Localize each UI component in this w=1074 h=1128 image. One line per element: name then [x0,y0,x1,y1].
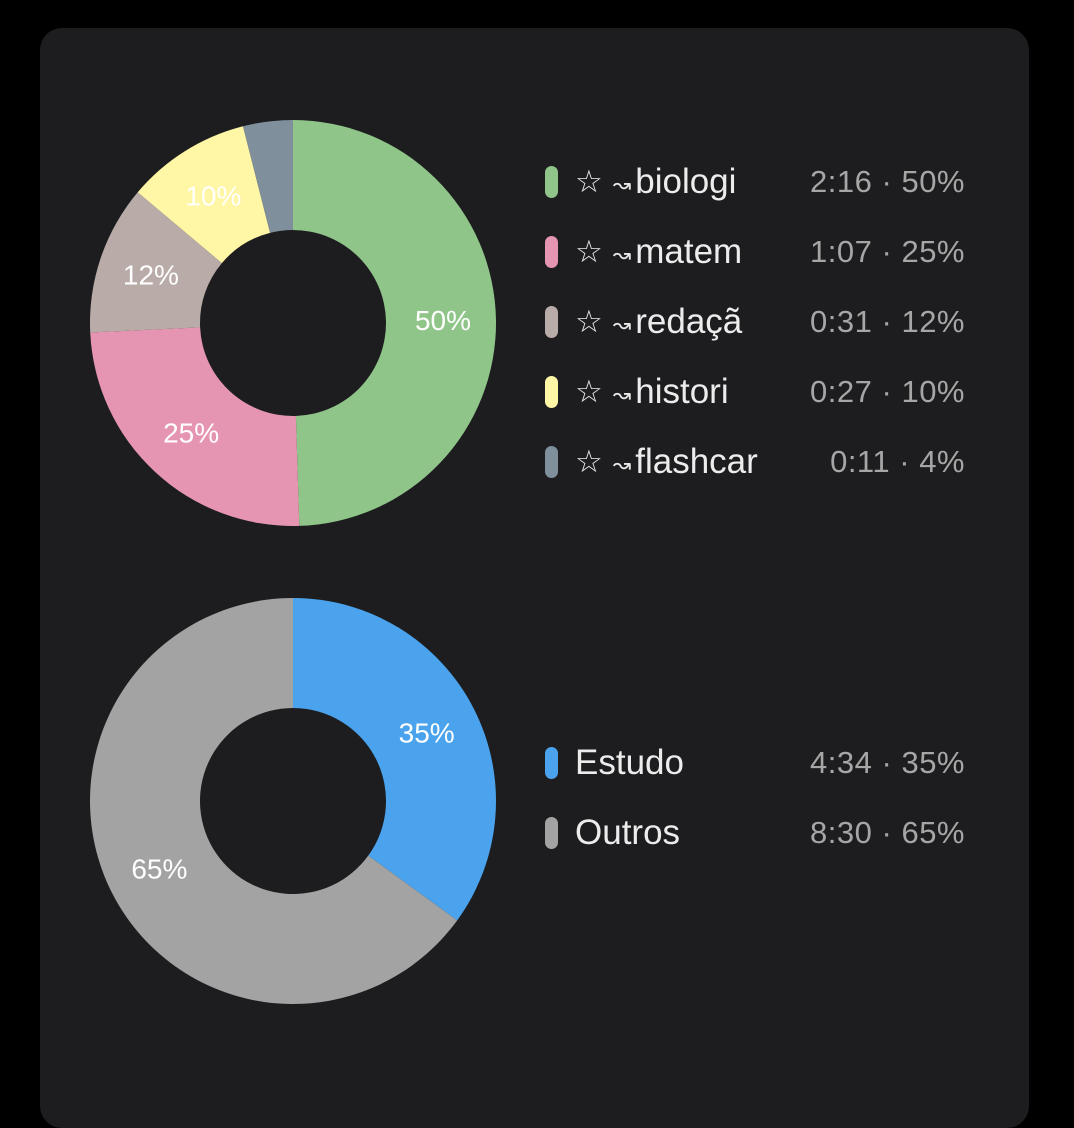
tilde-icon: ↝ [612,173,632,198]
legend-label: redaçã [635,302,743,341]
legend-label: Outros [575,813,681,852]
legend-value: 0:27 · 10% [810,374,965,410]
legend-swatch [545,446,558,478]
legend-duration: 2:16 [810,164,873,199]
slice-label-redaçã: 12% [123,259,179,290]
star-icon: ☆ [575,373,603,410]
star-icon: ☆ [575,303,603,340]
slice-label-outros: 65% [131,854,187,885]
tilde-icon: ↝ [612,313,632,338]
star-icon: ☆ [575,443,603,480]
legend-swatch [545,236,558,268]
legend-label: flashcar [635,442,758,481]
legend-swatch [545,306,558,338]
legend-label: matem [635,232,743,271]
legend-duration: 0:27 [810,374,873,409]
activity-donut: 35% 65% [89,598,496,1004]
star-icon: ☆ [575,233,603,270]
legend-separator: · [872,815,902,850]
legend-item-histori[interactable]: ☆ ↝ histori 0:27 · 10% [545,357,985,427]
legend-duration: 0:11 [830,444,891,479]
slice-matem[interactable] [90,327,300,526]
legend-item-matem[interactable]: ☆ ↝ matem 1:07 · 25% [545,217,985,287]
legend-value: 8:30 · 65% [810,815,965,851]
legend-duration: 4:34 [810,745,873,780]
legend-percent: 10% [901,374,965,409]
slice-estudo[interactable] [293,598,496,921]
legend-separator: · [872,234,902,269]
slice-biologi[interactable] [293,120,497,526]
legend-label: biologi [635,162,737,201]
legend-separator: · [872,745,902,780]
legend-separator: · [872,374,902,409]
legend-swatch [545,166,558,198]
subjects-donut: 50% 25% 12% 10% [90,120,497,526]
legend-percent: 4% [919,444,965,479]
slice-label-histori: 10% [185,180,241,211]
legend-item-flashcar[interactable]: ☆ ↝ flashcar 0:11 · 4% [545,427,985,497]
legend-value: 0:11 · 4% [830,444,965,480]
slice-label-estudo: 35% [399,717,455,748]
legend-value: 4:34 · 35% [810,745,965,781]
slice-label-matem: 25% [163,418,219,449]
star-icon: ☆ [575,163,603,200]
legend-percent: 50% [901,164,965,199]
legend-percent: 35% [901,745,965,780]
legend-percent: 12% [901,304,965,339]
legend-separator: · [872,164,902,199]
slice-label-biologi: 50% [415,305,471,336]
activity-chart: 35% 65% Estudo 4:34 · 35% Outros 8:30 · 65% [40,596,1029,1016]
legend-item-redaçã[interactable]: ☆ ↝ redaçã 0:31 · 12% [545,287,985,357]
legend-percent: 65% [901,815,965,850]
legend-label: Estudo [575,743,684,782]
legend-swatch [545,376,558,408]
tilde-icon: ↝ [612,383,632,408]
legend-duration: 1:07 [810,234,873,269]
slice-flashcar[interactable] [243,120,293,233]
legend-value: 1:07 · 25% [810,234,965,270]
legend-swatch [545,747,558,779]
legend-value: 0:31 · 12% [810,304,965,340]
slice-histori[interactable] [137,126,271,264]
legend-item-estudo[interactable]: Estudo 4:34 · 35% [545,728,985,798]
legend-item-biologi[interactable]: ☆ ↝ biologi 2:16 · 50% [545,147,985,217]
legend-duration: 8:30 [810,815,873,850]
tilde-icon: ↝ [612,453,632,478]
legend-separator: · [890,444,920,479]
slice-outros[interactable] [89,598,458,1004]
subjects-chart: 50% 25% 12% 10% ☆ ↝ biologi 2:16 · 50% ☆ ↝ matem 1… [40,118,1029,538]
legend-value: 2:16 · 50% [810,164,965,200]
subjects-legend: ☆ ↝ biologi 2:16 · 50% ☆ ↝ matem 1:07 · 25% ☆ ↝ re… [545,147,985,497]
legend-percent: 25% [901,234,965,269]
legend-item-outros[interactable]: Outros 8:30 · 65% [545,798,985,868]
tilde-icon: ↝ [612,243,632,268]
legend-duration: 0:31 [810,304,873,339]
slice-redaçã[interactable] [90,192,222,333]
legend-swatch [545,817,558,849]
legend-separator: · [872,304,902,339]
stats-card: 50% 25% 12% 10% ☆ ↝ biologi 2:16 · 50% ☆ ↝ matem 1… [40,28,1029,1128]
legend-label: histori [635,372,729,411]
activity-legend: Estudo 4:34 · 35% Outros 8:30 · 65% [545,728,985,868]
